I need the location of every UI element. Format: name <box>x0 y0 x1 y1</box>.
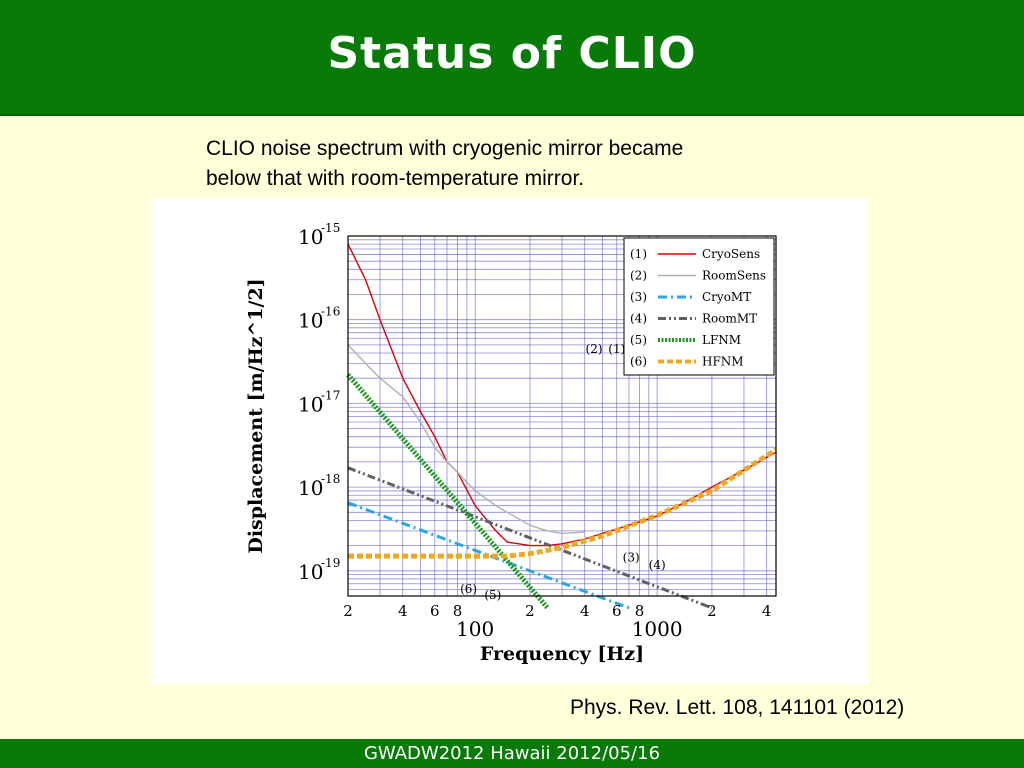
legend-id: (5) <box>630 333 647 347</box>
series-lfnm <box>346 373 550 610</box>
series-roommt <box>347 466 713 610</box>
x-tick-label: 1000 <box>632 617 683 641</box>
title-bar: Status of CLIO <box>0 0 1024 116</box>
series-hfnm <box>348 447 778 559</box>
series-cryosens <box>347 243 777 547</box>
y-tick-exponent: -16 <box>321 305 340 319</box>
annotation-label: (1) <box>608 342 625 356</box>
y-tick-exponent: -18 <box>321 472 340 486</box>
x-tick-label: 4 <box>398 602 408 620</box>
legend-id: (4) <box>630 312 647 326</box>
y-tick-label: 10 <box>298 309 323 333</box>
annotation-label: (2) <box>586 342 603 356</box>
series-cryomt <box>347 501 630 610</box>
y-tick-label: 10 <box>298 476 323 500</box>
legend-label: LFNM <box>702 333 741 347</box>
legend-box <box>623 237 775 376</box>
y-axis-label: Displacement [m/Hz^1/2] <box>245 278 267 553</box>
x-axis-label: Frequency [Hz] <box>480 643 644 665</box>
annotation-label: (6) <box>460 582 477 596</box>
x-tick-label: 4 <box>580 602 590 620</box>
y-tick-label: 10 <box>298 560 323 584</box>
chart-caption: CLIO noise spectrum with cryogenic mirro… <box>206 137 684 190</box>
series-roomsens <box>347 344 585 535</box>
legend-id: (6) <box>630 355 647 369</box>
annotation-label: (5) <box>484 588 501 602</box>
x-tick-label: 6 <box>430 602 440 620</box>
legend-id: (1) <box>630 247 647 261</box>
legend-id: (3) <box>630 290 647 304</box>
x-tick-label: 8 <box>635 602 645 620</box>
slide-title: Status of CLIO <box>327 28 697 79</box>
x-tick-label: 8 <box>453 602 463 620</box>
x-tick-label: 2 <box>525 602 535 620</box>
reference-citation: Phys. Rev. Lett. 108, 141101 (2012) <box>570 696 905 719</box>
annotation-label: (4) <box>649 558 666 572</box>
y-tick-label: 10 <box>298 392 323 416</box>
chart-panel: (1) (2) (3) (4) (5) (6) 2 4 6 8 100 2 4 6 8 1000 2 4 10 -1… <box>152 198 868 684</box>
legend-id: (2) <box>630 269 647 283</box>
annotation-label: (3) <box>623 550 640 564</box>
plot-frame <box>347 235 777 597</box>
x-tick-label: 4 <box>762 602 772 620</box>
y-tick-exponent: -17 <box>321 388 340 402</box>
legend-label: CryoMT <box>702 290 751 304</box>
x-tick-label: 6 <box>612 602 622 620</box>
y-tick-exponent: -15 <box>321 221 340 235</box>
legend-label: RoomSens <box>702 269 766 283</box>
x-tick-label: 2 <box>707 602 717 620</box>
y-tick-label: 10 <box>298 225 323 249</box>
x-tick-label: 2 <box>343 602 353 620</box>
legend-label: CryoSens <box>702 247 760 261</box>
footer-bar: GWADW2012 Hawaii 2012/05/16 <box>0 739 1024 768</box>
x-tick-label: 100 <box>456 617 494 641</box>
legend-label: RoomMT <box>702 312 757 326</box>
y-tick-exponent: -19 <box>321 556 340 570</box>
footer-text: GWADW2012 Hawaii 2012/05/16 <box>363 743 661 764</box>
legend-label: HFNM <box>702 355 744 369</box>
